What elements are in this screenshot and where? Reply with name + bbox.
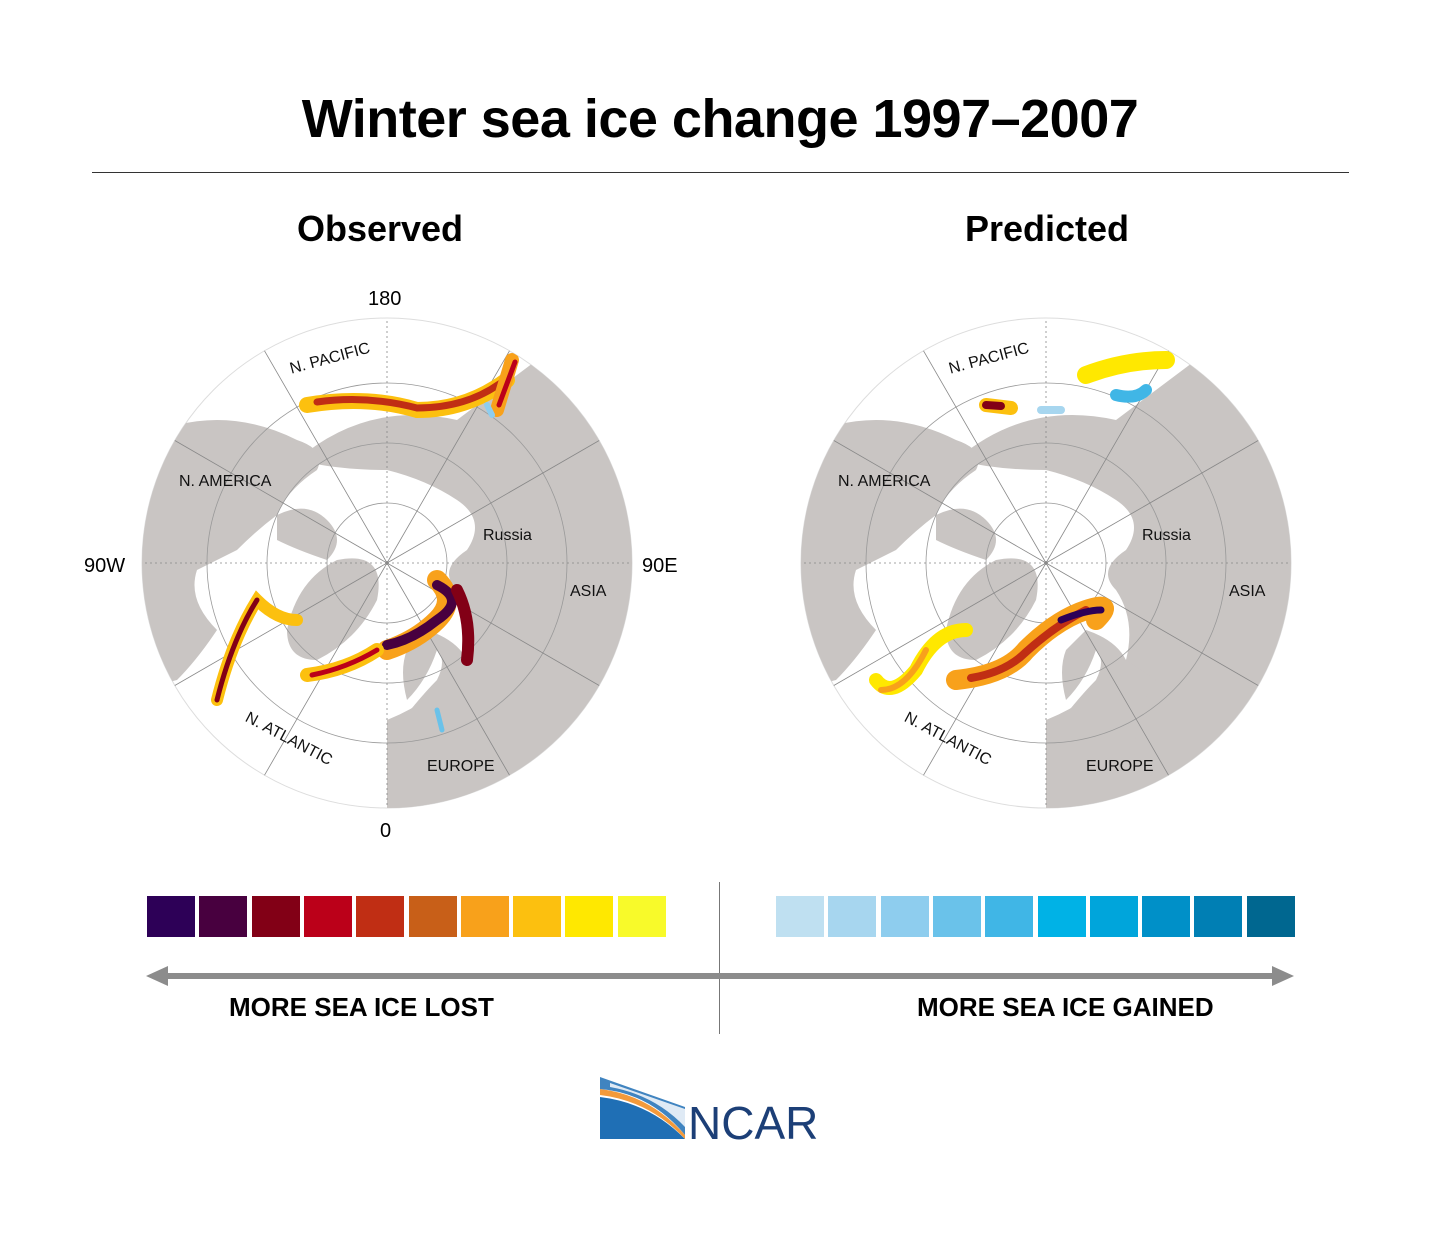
graticule: [142, 318, 632, 808]
land-europe: [1046, 630, 1156, 808]
legend-arrow: [146, 966, 1294, 986]
gain-label: MORE SEA ICE GAINED: [917, 992, 1214, 1022]
label-n-america: N. AMERICA: [179, 473, 272, 490]
ice-gain-pacific: [1110, 384, 1152, 403]
axis-label-0: 0: [380, 820, 392, 842]
label-n-america: N. AMERICA: [838, 473, 931, 490]
land-arctic-islands: [936, 508, 996, 560]
land-asia: [297, 360, 632, 808]
label-europe: EUROPE: [1086, 758, 1154, 775]
predicted-subtitle: Predicted: [964, 208, 1130, 249]
ice-gain-patch: [434, 707, 445, 733]
legend-loss-swatch: [460, 896, 509, 937]
page-title: Winter sea ice change 1997–2007: [301, 89, 1139, 149]
legend-gain-swatch: [932, 896, 981, 937]
legend-loss-swatch: [356, 896, 405, 937]
legend-loss-swatch: [408, 896, 457, 937]
legend-loss-swatch: [513, 896, 562, 937]
legend-loss-swatch: [303, 896, 352, 937]
legend-gain-swatch: [880, 896, 929, 937]
legend-gain-swatch: [1037, 896, 1086, 937]
legend-loss-swatch: [147, 896, 195, 937]
legend-loss-swatch: [251, 896, 300, 937]
legend-gain-swatch: [1089, 896, 1138, 937]
observed-subtitle: Observed: [296, 208, 464, 249]
label-europe: EUROPE: [427, 758, 495, 775]
land-north-america: [801, 420, 979, 690]
axis-label-90w: 90W: [84, 555, 126, 577]
arrow-left-head: [146, 966, 168, 986]
land-asia: [956, 360, 1291, 808]
legend-gain-swatch: [1194, 896, 1243, 937]
land-arctic-islands: [277, 508, 337, 560]
legend-loss-swatch: [199, 896, 248, 937]
logo-text: NCAR: [688, 1097, 818, 1145]
legend-gain-swatch: [776, 896, 824, 937]
land-north-america: [142, 420, 320, 690]
legend-divider: [719, 882, 720, 1034]
title-rule: [92, 172, 1349, 173]
label-asia: ASIA: [1229, 583, 1266, 600]
land-greenland: [287, 558, 379, 660]
label-russia: Russia: [483, 527, 532, 544]
loss-label: MORE SEA ICE LOST: [229, 992, 494, 1022]
legend-gain-swatch: [1246, 896, 1295, 937]
legend-gain-swatch: [828, 896, 877, 937]
label-asia: ASIA: [570, 583, 607, 600]
legend-loss-swatch: [617, 896, 666, 937]
arrow-right-head: [1272, 966, 1294, 986]
axis-label-180: 180: [368, 288, 402, 310]
axis-label-90e: 90E: [642, 555, 678, 577]
legend-loss-swatch: [565, 896, 614, 937]
graticule: [801, 318, 1291, 808]
label-russia: Russia: [1142, 527, 1191, 544]
ncar-logo: NCAR: [600, 1077, 818, 1145]
legend-gain-swatch: [1142, 896, 1191, 937]
legend-gain-swatch: [985, 896, 1034, 937]
